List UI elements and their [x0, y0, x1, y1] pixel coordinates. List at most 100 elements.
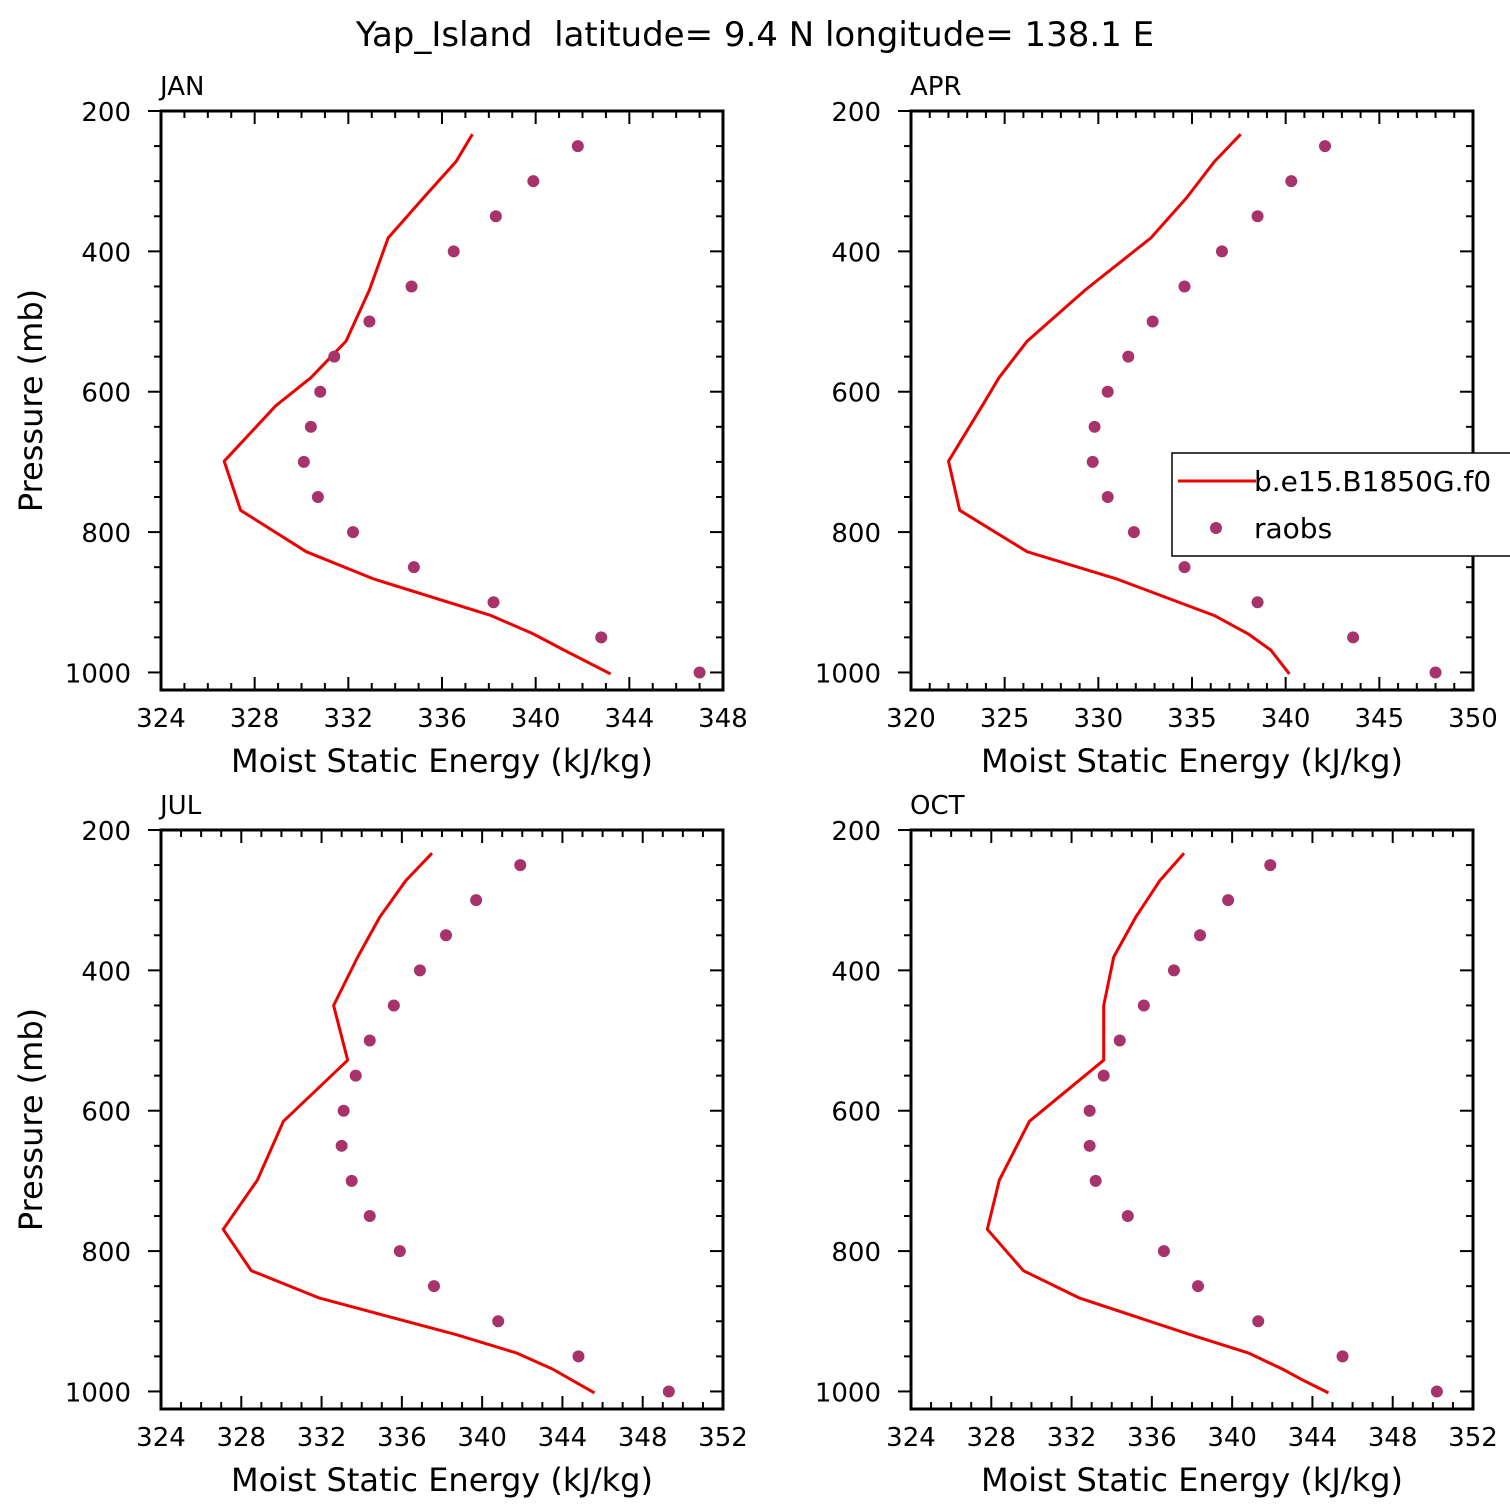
- x-axis-label: Moist Static Energy (kJ/kg): [231, 1461, 653, 1499]
- x-tick-label: 325: [980, 704, 1030, 734]
- y-tick-label: 800: [81, 519, 131, 549]
- obs-point: [407, 561, 420, 574]
- obs-point: [514, 859, 527, 872]
- legend-obs-label: raobs: [1254, 512, 1332, 545]
- x-tick-label: 336: [417, 704, 467, 734]
- obs-point: [314, 385, 327, 398]
- x-tick-label: 332: [297, 1423, 347, 1453]
- obs-point: [363, 1210, 376, 1222]
- obs-point: [1097, 1069, 1110, 1082]
- legend-model-label: b.e15.B1850G.f0: [1254, 465, 1491, 498]
- obs-point: [1121, 1210, 1134, 1222]
- y-tick-label: 400: [81, 238, 131, 268]
- obs-point: [347, 526, 360, 539]
- x-tick-label: 328: [216, 1423, 266, 1453]
- y-tick-label: 400: [81, 957, 131, 987]
- x-tick-label: 328: [230, 704, 280, 734]
- x-tick-label: 320: [886, 704, 936, 734]
- x-tick-label: 340: [457, 1423, 507, 1453]
- obs-point: [1252, 1315, 1265, 1328]
- panel-label: APR: [910, 72, 962, 102]
- obs-point: [349, 1069, 362, 1082]
- y-tick-label: 200: [81, 817, 131, 847]
- plot-frame: [909, 109, 1475, 692]
- obs-point: [492, 1315, 505, 1328]
- x-tick-label: 330: [1074, 704, 1124, 734]
- x-tick-label: 348: [618, 1423, 668, 1453]
- obs-point: [1137, 999, 1150, 1012]
- obs-point: [662, 1385, 675, 1398]
- x-tick-label: 328: [966, 1423, 1016, 1453]
- obs-point: [1101, 491, 1114, 503]
- x-axis-label: Moist Static Energy (kJ/kg): [981, 1461, 1403, 1499]
- x-tick-label: 324: [886, 1423, 936, 1453]
- x-tick-label: 344: [538, 1423, 588, 1453]
- obs-point: [1178, 561, 1191, 574]
- obs-point: [447, 245, 460, 258]
- x-tick-label: 324: [136, 704, 186, 734]
- x-tick-label: 324: [136, 1423, 186, 1453]
- obs-point: [571, 140, 584, 153]
- plot-frame: [159, 828, 725, 1411]
- x-tick-label: 332: [1047, 1423, 1097, 1453]
- obs-point: [1167, 964, 1180, 977]
- x-tick-label: 335: [1167, 704, 1217, 734]
- model-series-line: [947, 133, 1291, 675]
- obs-point: [1157, 1245, 1170, 1258]
- y-axis-label: Pressure (mb): [12, 1008, 50, 1231]
- obs-point: [363, 1034, 376, 1047]
- obs-point: [489, 210, 502, 223]
- obs-point: [413, 964, 426, 977]
- obs-point: [1101, 385, 1114, 398]
- obs-point: [427, 1280, 440, 1293]
- obs-point: [527, 175, 540, 188]
- obs-point: [405, 280, 418, 293]
- x-tick-label: 332: [324, 704, 374, 734]
- y-tick-label: 600: [831, 379, 881, 409]
- obs-point: [595, 631, 608, 644]
- x-tick-label: 348: [1368, 1423, 1418, 1453]
- panel-label: JUL: [158, 791, 202, 821]
- obs-point: [1429, 666, 1442, 679]
- legend-box: [1171, 452, 1510, 557]
- obs-point: [337, 1104, 350, 1117]
- panel-jan: 324 328 332 336 340 344 348 200 400 600 800 1000 JAN…: [12, 72, 748, 780]
- y-tick-label: 800: [831, 1238, 881, 1268]
- x-tick-label: 340: [1207, 1423, 1257, 1453]
- obs-point: [363, 315, 376, 328]
- obs-point: [1122, 350, 1135, 363]
- obs-point: [1127, 526, 1140, 539]
- y-tick-label: 800: [831, 519, 881, 549]
- y-tick-label: 400: [831, 957, 881, 987]
- panel-jul: 324 328 332 336 340 344 348 352 200 400 600 800 1000…: [12, 791, 748, 1499]
- obs-point: [311, 491, 324, 503]
- y-tick-label: 800: [81, 1238, 131, 1268]
- obs-point: [1083, 1104, 1096, 1117]
- obs-point: [572, 1350, 585, 1363]
- x-tick-label: 350: [1448, 704, 1498, 734]
- obs-point: [1319, 140, 1332, 153]
- y-tick-label: 200: [81, 98, 131, 128]
- obs-point: [328, 350, 341, 363]
- x-tick-label: 348: [698, 704, 748, 734]
- y-tick-label: 600: [81, 1098, 131, 1128]
- x-tick-label: 344: [1288, 1423, 1338, 1453]
- y-tick-label: 1000: [65, 659, 131, 689]
- obs-point: [1336, 1350, 1349, 1363]
- x-tick-label: 336: [1127, 1423, 1177, 1453]
- obs-point: [1113, 1034, 1126, 1047]
- obs-point: [1178, 280, 1191, 293]
- x-tick-label: 344: [605, 704, 655, 734]
- obs-point: [1089, 1174, 1102, 1187]
- x-tick-label: 352: [1448, 1423, 1498, 1453]
- figure-title: Yap_Island latitude= 9.4 N longitude= 13…: [355, 15, 1154, 55]
- obs-point: [1194, 929, 1207, 942]
- x-tick-label: 345: [1355, 704, 1405, 734]
- obs-point: [693, 666, 706, 679]
- legend: b.e15.B1850G.f0 raobs: [1171, 452, 1510, 557]
- y-tick-label: 1000: [815, 659, 881, 689]
- obs-point: [1347, 631, 1360, 644]
- y-tick-label: 200: [831, 98, 881, 128]
- y-axis-label: Pressure (mb): [12, 289, 50, 512]
